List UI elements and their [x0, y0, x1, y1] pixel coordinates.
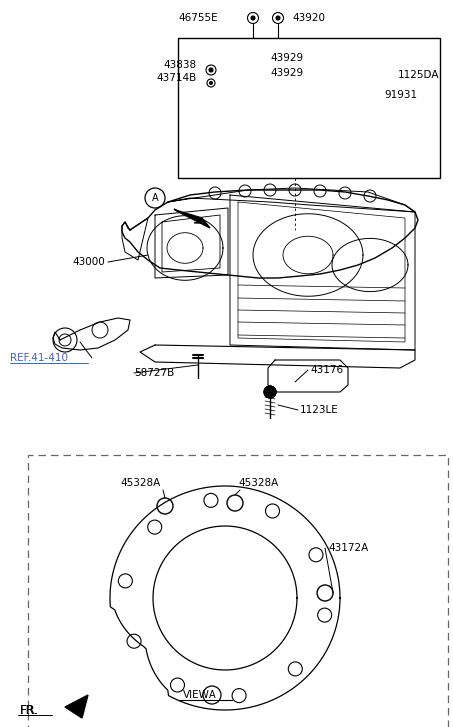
Bar: [178, 38, 440, 178]
Circle shape: [209, 81, 212, 84]
Text: 45328A: 45328A: [121, 478, 161, 488]
Text: REF.41-410: REF.41-410: [10, 353, 68, 363]
Text: 46755E: 46755E: [178, 13, 218, 23]
Text: 43172A: 43172A: [328, 543, 368, 553]
Text: 91931: 91931: [384, 90, 417, 100]
Text: FR.: FR.: [20, 704, 39, 717]
Circle shape: [251, 16, 255, 20]
Text: 58727B: 58727B: [134, 368, 174, 378]
Text: A: A: [209, 690, 215, 700]
Text: 43000: 43000: [72, 257, 105, 267]
Circle shape: [264, 386, 276, 398]
Text: 43920: 43920: [292, 13, 325, 23]
Text: VIEW: VIEW: [183, 690, 210, 700]
Text: FR.: FR.: [20, 704, 38, 717]
Text: 43176: 43176: [310, 365, 343, 375]
Text: A: A: [152, 193, 158, 203]
Polygon shape: [175, 210, 210, 228]
Text: 43929: 43929: [270, 53, 303, 63]
Text: 43929: 43929: [270, 68, 303, 78]
Text: 45328A: 45328A: [238, 478, 278, 488]
Text: 43714B: 43714B: [157, 73, 197, 83]
Text: 1123LE: 1123LE: [300, 405, 339, 415]
Circle shape: [276, 16, 280, 20]
Text: 1125DA: 1125DA: [398, 70, 439, 80]
Polygon shape: [65, 695, 88, 718]
Text: 43838: 43838: [164, 60, 197, 70]
Circle shape: [209, 68, 213, 72]
Bar: [28, 455, 448, 727]
